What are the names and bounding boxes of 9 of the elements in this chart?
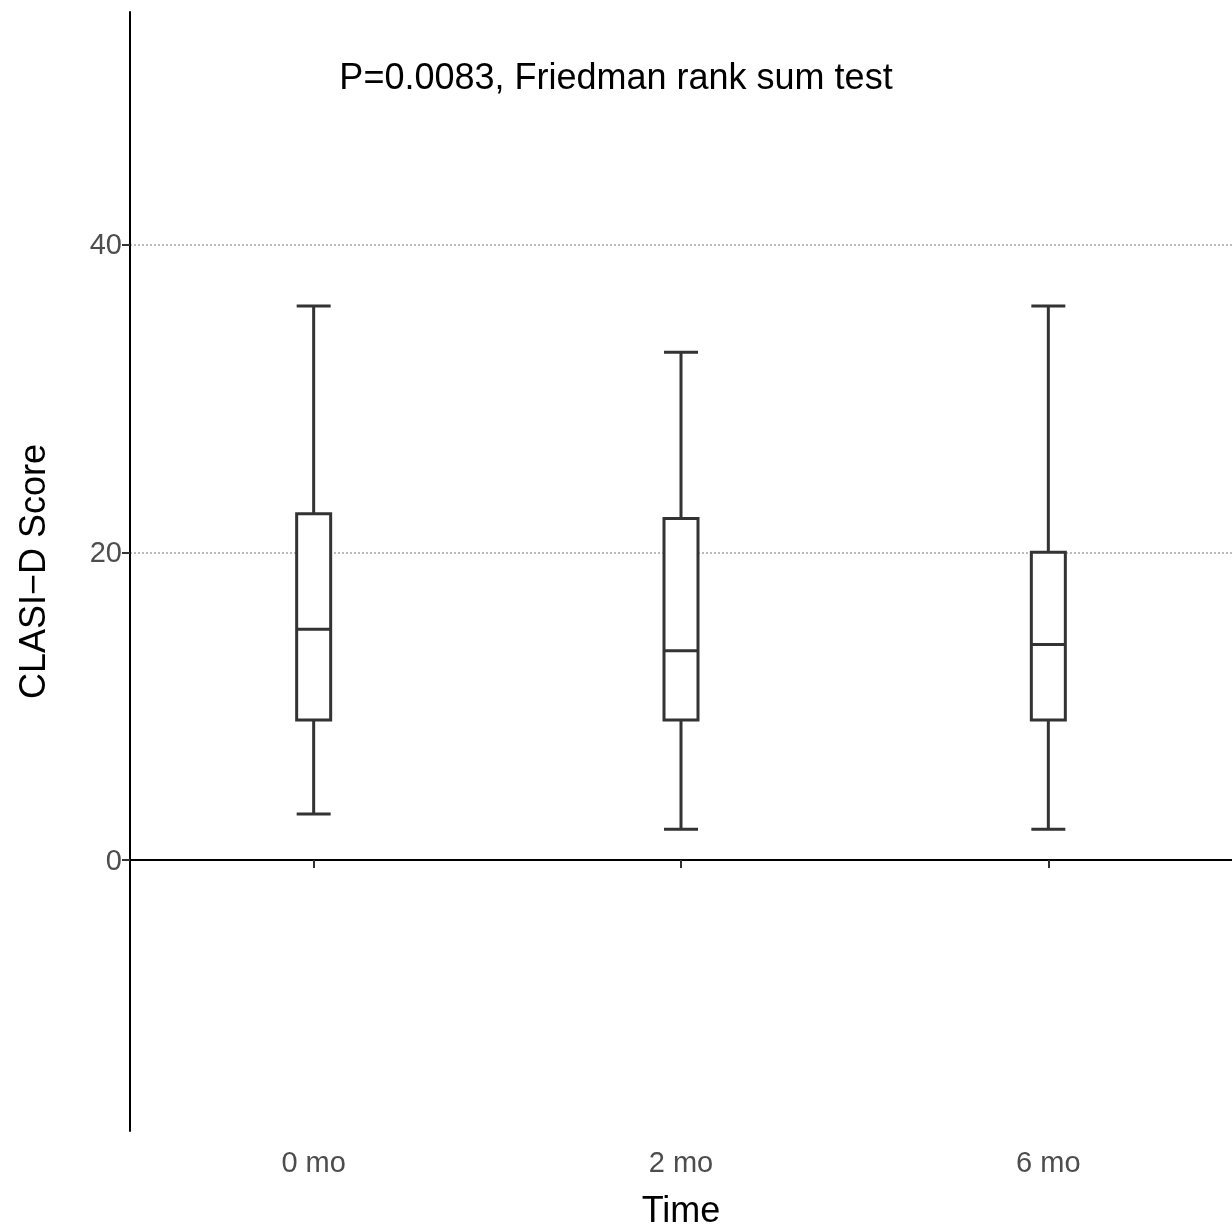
x-tick-label: 2 mo: [648, 1145, 714, 1178]
y-tick-label: 0: [105, 844, 122, 877]
x-tick-label: 0 mo: [281, 1145, 346, 1178]
y-axis-title: CLASI−D Score: [11, 443, 53, 700]
x-axis-title: Time: [641, 1188, 721, 1230]
y-tick-label: 40: [89, 228, 122, 261]
annotation: P=0.0083, Friedman rank sum test: [339, 55, 893, 97]
x-tick-label: 6 mo: [1016, 1145, 1081, 1178]
y-tick-label: 20: [89, 536, 122, 569]
